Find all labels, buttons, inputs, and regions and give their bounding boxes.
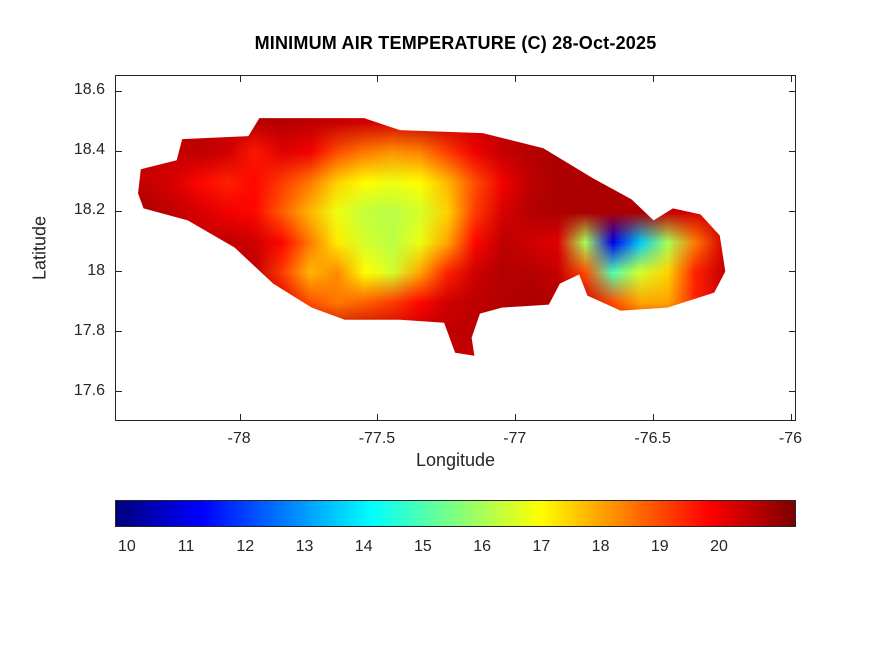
axis-tick-mark bbox=[116, 271, 122, 273]
x-tick-label: -77.5 bbox=[358, 430, 396, 447]
axis-tick-mark bbox=[789, 271, 795, 273]
axis-tick-mark bbox=[653, 76, 655, 82]
x-tick-label: -78 bbox=[227, 430, 251, 447]
plot-area bbox=[115, 75, 796, 421]
colorbar-tick-label: 13 bbox=[295, 538, 314, 555]
axis-tick-mark bbox=[789, 90, 795, 92]
colorbar-tick-label: 15 bbox=[414, 538, 432, 555]
axis-tick-mark bbox=[116, 331, 122, 333]
axis-tick-mark bbox=[239, 414, 241, 420]
axis-tick-mark bbox=[116, 150, 122, 152]
jamaica-temperature-heatmap bbox=[138, 118, 726, 356]
axis-tick-mark bbox=[789, 331, 795, 333]
axis-tick-mark bbox=[377, 76, 379, 82]
y-tick-label: 18.4 bbox=[73, 141, 105, 159]
colorbar-tick-label: 12 bbox=[236, 538, 255, 555]
axis-tick-mark bbox=[790, 414, 792, 420]
axis-tick-mark bbox=[790, 76, 792, 82]
colorbar-tick-label: 16 bbox=[473, 538, 492, 555]
axis-tick-mark bbox=[653, 414, 655, 420]
colorbar-tick-label: 10 bbox=[117, 538, 136, 555]
axis-tick-mark bbox=[116, 90, 122, 92]
y-tick-label: 17.8 bbox=[73, 321, 105, 339]
colorbar-tick-label: 20 bbox=[710, 538, 728, 555]
x-tick-label: -77 bbox=[503, 430, 527, 447]
axis-tick-mark bbox=[789, 210, 795, 212]
axis-tick-mark bbox=[116, 391, 122, 393]
axis-tick-mark bbox=[239, 76, 241, 82]
colorbar-tick-label: 11 bbox=[177, 538, 195, 555]
y-tick-label: 18.6 bbox=[73, 81, 105, 99]
y-tick-label: 18.2 bbox=[73, 201, 105, 219]
colorbar-tick-label: 19 bbox=[650, 538, 669, 555]
latitude-axis-label: Latitude bbox=[29, 215, 50, 281]
y-tick-label: 18 bbox=[87, 261, 105, 279]
figure-title: MINIMUM AIR TEMPERATURE (C) 28-Oct-2025 bbox=[254, 33, 657, 53]
colorbar bbox=[115, 500, 796, 527]
x-tick-label: -76 bbox=[778, 430, 803, 447]
axis-tick-mark bbox=[116, 210, 122, 212]
axis-tick-mark bbox=[515, 414, 517, 420]
axis-tick-mark bbox=[789, 391, 795, 393]
axis-tick-mark bbox=[789, 150, 795, 152]
colorbar-tick-label: 18 bbox=[591, 538, 610, 555]
colorbar-tick-label: 17 bbox=[532, 538, 551, 555]
longitude-axis-label: Longitude bbox=[415, 450, 496, 470]
colorbar-tick-label: 14 bbox=[354, 538, 373, 555]
y-tick-label: 17.6 bbox=[73, 381, 105, 399]
colorbar-gradient bbox=[116, 501, 795, 526]
axis-tick-mark bbox=[377, 414, 379, 420]
axis-tick-mark bbox=[515, 76, 517, 82]
x-tick-label: -76.5 bbox=[634, 430, 671, 447]
